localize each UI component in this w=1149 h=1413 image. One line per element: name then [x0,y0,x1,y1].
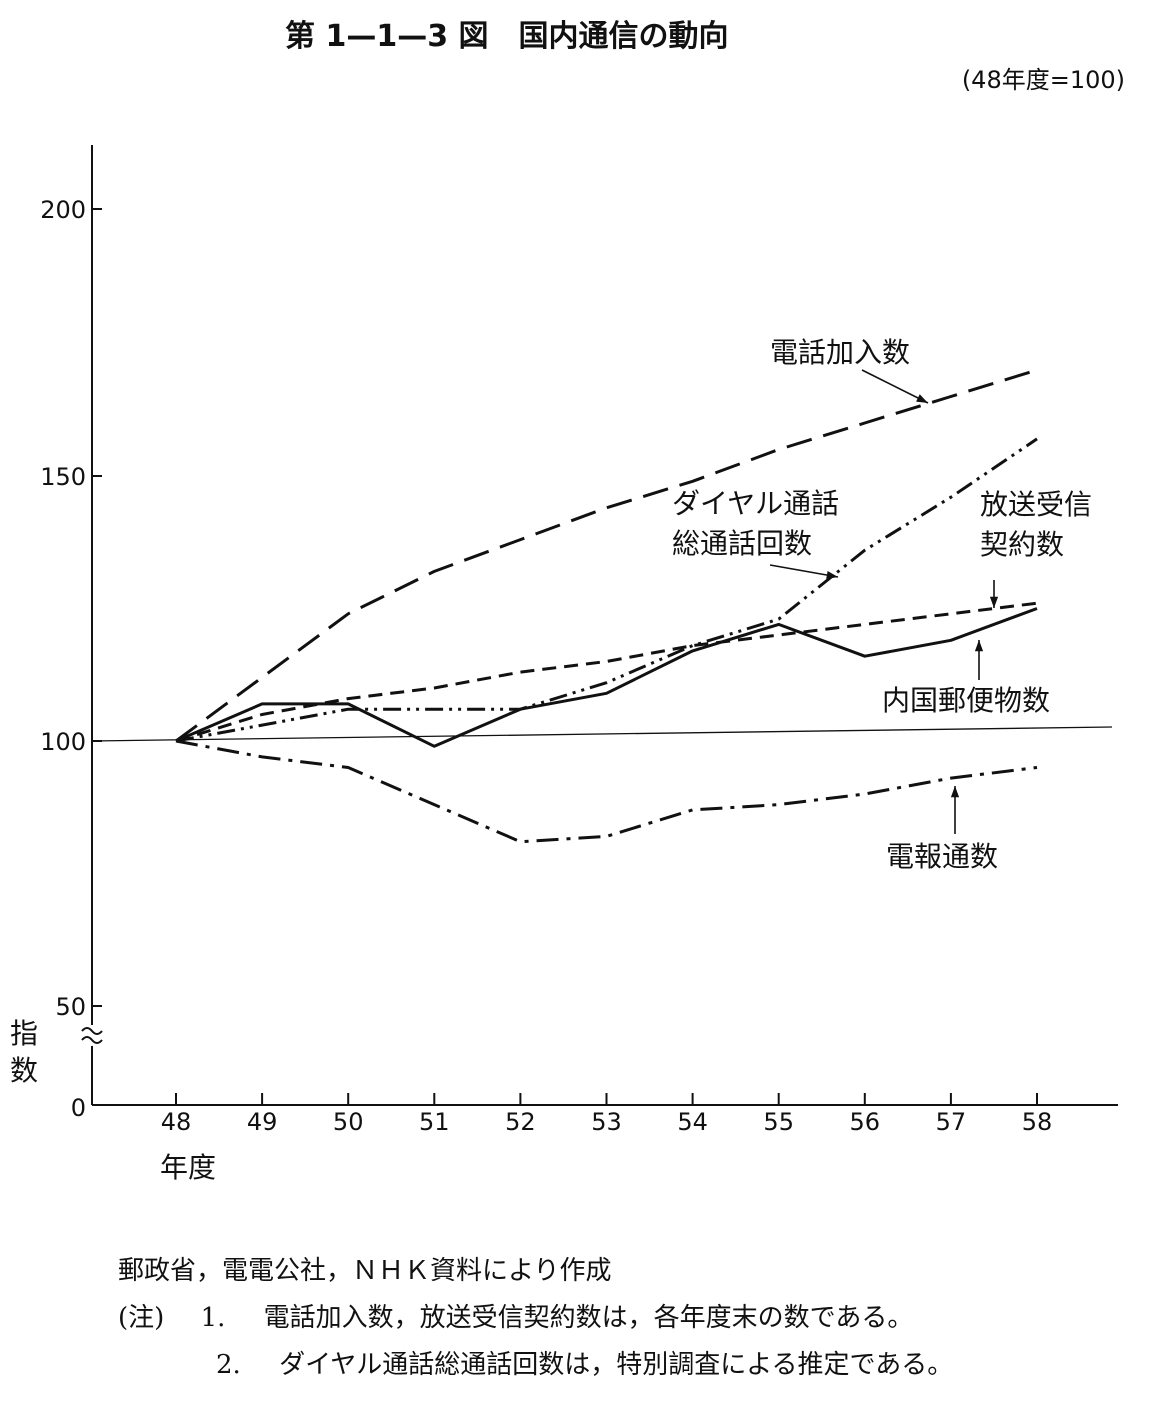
arrow-broadcast-contracts-head [989,596,999,608]
series-lines [175,368,1038,844]
source-note: 郵政省，電電公社，ＮＨＫ資料により作成 [118,1256,612,1286]
series-line-1 [175,437,1038,743]
ylabel-char-2: 数 [10,1054,38,1087]
x-tick-label-50: 50 [333,1108,364,1136]
note-2-number: 2. [216,1350,241,1380]
x-tick-label-56: 56 [850,1108,881,1136]
x-tick-label-54: 54 [677,1108,708,1136]
arrow-phone-subscribers [861,369,929,404]
x-axis-label: 年度 [160,1151,216,1184]
label-domestic-mail-line-0: 内国郵便物数 [882,684,1050,717]
x-tick-label-55: 55 [763,1108,794,1136]
chart-title: 第 1—1—3 図 国内通信の動向 [285,19,729,54]
baseline-100 [91,726,1113,742]
series-line-3 [175,607,1038,748]
notes: 郵政省，電電公社，ＮＨＫ資料により作成 (注) 1. 電話加入数，放送受信契約数… [118,1248,953,1389]
label-dial-calls-line-1: 総通話回数 [672,527,812,560]
x-tick-label-51: 51 [419,1108,450,1136]
x-tick-label-48: 48 [161,1108,192,1136]
x-tick-label-52: 52 [505,1108,536,1136]
y-ticks: 0 50 100 150 200 [40,196,102,1122]
y-tick-label-150: 150 [40,463,86,491]
note-1-prefix: (注) [118,1303,165,1333]
y-tick-label-50: 50 [55,993,86,1021]
series-line-4 [175,739,1038,844]
arrow-dial-calls [769,564,839,578]
label-broadcast-contracts-line-1: 契約数 [980,528,1064,561]
x-tick-label-53: 53 [591,1108,622,1136]
note-2: 2. ダイヤル通話総通話回数は，特別調査による推定である。 [118,1342,953,1389]
axis-break-mark-lower [81,1036,103,1044]
ylabel-char-1: 指 [10,1017,38,1050]
label-telegrams-line-0: 電報通数 [886,840,998,873]
y-tick-label-100: 100 [40,728,86,756]
chart: 第 1—1—3 図 国内通信の動向 (48年度=100) 0 50 100 150 20… [10,19,1125,1184]
x-tick-label-57: 57 [936,1108,967,1136]
label-phone-subscribers-line-0: 電話加入数 [770,336,910,369]
x-tick-label-58: 58 [1022,1108,1053,1136]
x-ticks: 48 49 50 51 52 53 54 55 56 57 58 [161,1093,1053,1136]
label-dial-calls-line-0: ダイヤル通話 [672,487,839,520]
arrow-telegrams-head [950,786,960,798]
note-1-text: 電話加入数，放送受信契約数は，各年度末の数である。 [263,1303,914,1333]
x-tick-label-49: 49 [247,1108,278,1136]
arrow-dial-calls-head [826,570,838,580]
series-line-2 [175,601,1038,743]
arrow-phone-subscribers-head [916,394,928,403]
y-tick-label-0: 0 [71,1094,86,1122]
note-1: (注) 1. 電話加入数，放送受信契約数は，各年度末の数である。 [118,1295,953,1342]
note-1-number: 1. [200,1303,226,1333]
label-broadcast-contracts-line-0: 放送受信 [980,488,1092,521]
arrow-domestic-mail-head [974,640,984,652]
unit-note: (48年度=100) [962,66,1125,94]
axes [81,145,1118,1106]
note-2-text: ダイヤル通話総通話回数は，特別調査による推定である。 [279,1350,954,1380]
axis-break-mark-upper [81,1027,103,1035]
y-tick-label-200: 200 [40,196,86,224]
